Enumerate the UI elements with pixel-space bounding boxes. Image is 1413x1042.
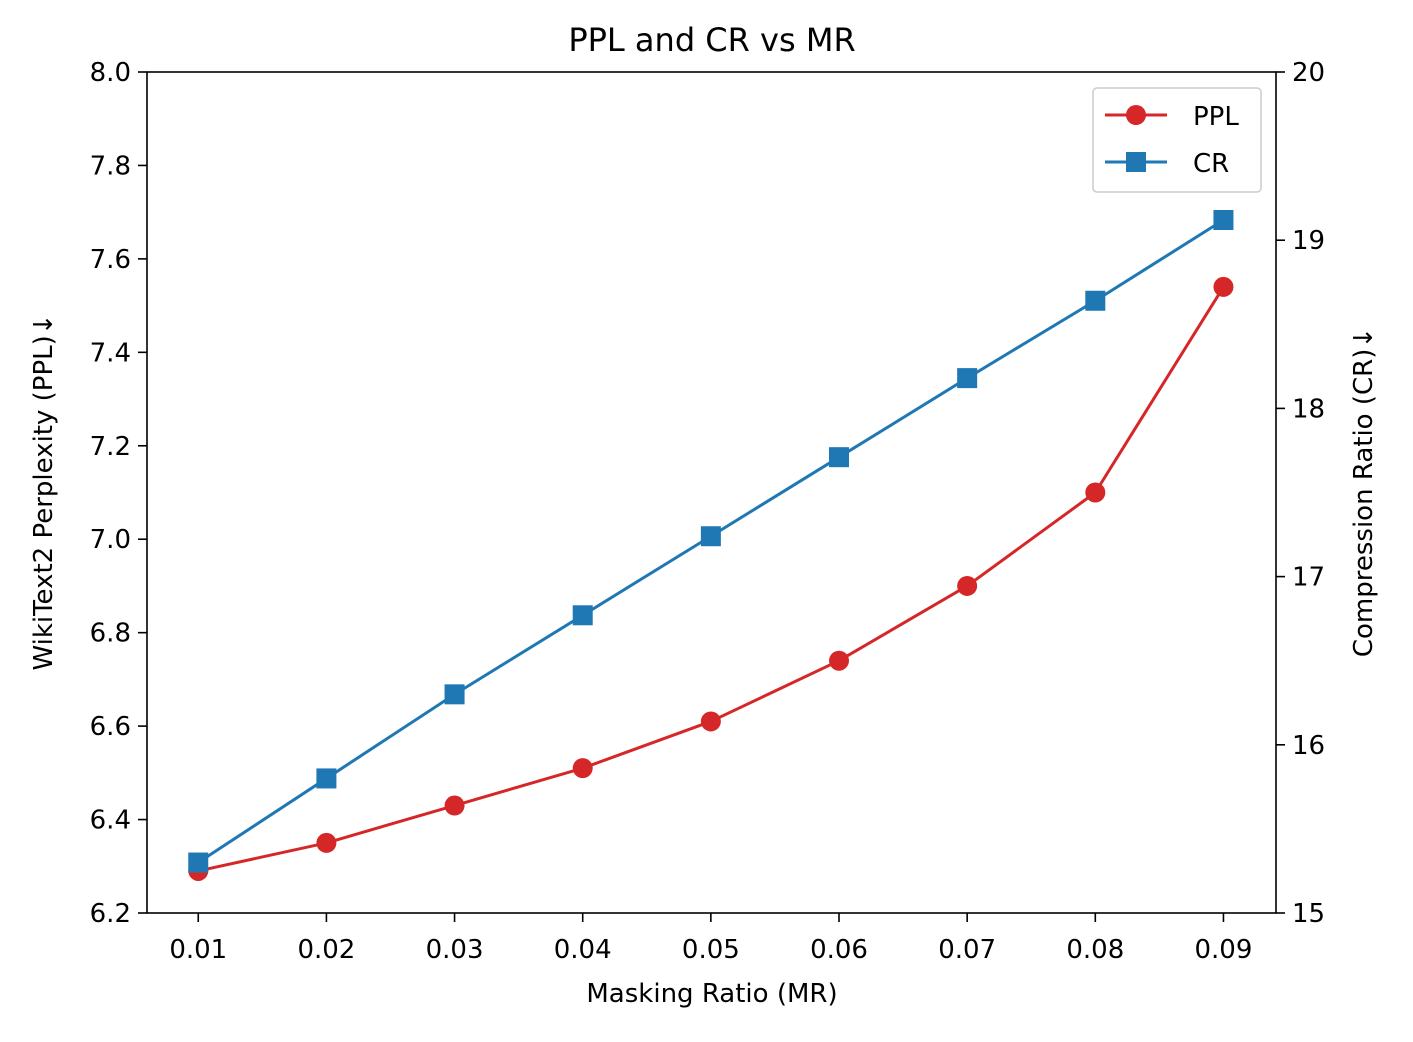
y-left-tick-label: 6.2 (90, 899, 131, 929)
data-point-ppl (700, 711, 721, 732)
data-point-cr (829, 447, 850, 468)
data-point-ppl (444, 795, 465, 816)
data-point-cr (700, 526, 721, 547)
series-line-ppl (197, 286, 1225, 873)
legend-label-ppl: PPL (1193, 102, 1239, 132)
axis-layer: 0.01 0.02 0.03 0.04 0.05 0.06 0.07 0.08 0.09 6.2 6… (90, 58, 1325, 965)
x-tick-label: 0.06 (810, 935, 868, 965)
x-tick-label: 0.01 (169, 935, 227, 965)
data-point-ppl (829, 650, 850, 671)
legend-marker-cr (1126, 152, 1146, 172)
y-right-tick-label: 15 (1292, 899, 1325, 929)
x-axis-label: Masking Ratio (MR) (586, 979, 837, 1009)
y-right-tick-label: 18 (1292, 394, 1325, 424)
data-point-cr (444, 684, 465, 705)
data-point-ppl (1213, 276, 1234, 297)
y-right-tick-label: 19 (1292, 226, 1325, 256)
y-left-tick-label: 6.6 (90, 712, 131, 742)
y-left-tick-label: 6.4 (90, 806, 131, 836)
y-axis-label-left: WikiText2 Perplexity (PPL)↓ (29, 313, 59, 670)
y-left-tick-label: 7.8 (90, 151, 131, 181)
y-right-tick-label: 16 (1292, 731, 1325, 761)
data-point-ppl (1085, 482, 1106, 503)
x-tick-label: 0.02 (297, 935, 355, 965)
data-point-ppl (572, 758, 593, 779)
plot-frame (146, 71, 1277, 914)
data-point-cr (572, 605, 593, 626)
x-tick-label: 0.07 (938, 935, 996, 965)
y-left-tick-label: 7.2 (90, 432, 131, 462)
y-left-tick-label: 7.6 (90, 245, 131, 275)
data-point-cr (957, 368, 978, 389)
legend-marker-ppl (1126, 105, 1146, 125)
data-point-ppl (957, 575, 978, 596)
y-right-tick-label: 17 (1292, 563, 1325, 593)
data-point-cr (316, 768, 337, 789)
x-tick-label: 0.04 (554, 935, 612, 965)
legend-label-cr: CR (1193, 149, 1229, 179)
x-tick-label: 0.09 (1195, 935, 1253, 965)
x-tick-label: 0.05 (682, 935, 740, 965)
legend: PPL CR (1092, 87, 1262, 193)
data-point-cr (188, 852, 209, 873)
y-axis-label-right: Compression Ratio (CR)↓ (1349, 327, 1379, 657)
y-left-tick-label: 7.4 (90, 338, 131, 368)
data-point-ppl (316, 832, 337, 853)
y-right-tick-label: 20 (1292, 58, 1325, 88)
data-point-cr (1085, 290, 1106, 311)
y-left-tick-label: 6.8 (90, 619, 131, 649)
data-point-cr (1213, 210, 1234, 231)
y-left-tick-label: 8.0 (90, 58, 131, 88)
chart-title: PPL and CR vs MR (568, 21, 855, 59)
y-left-tick-label: 7.0 (90, 525, 131, 555)
x-tick-label: 0.08 (1066, 935, 1124, 965)
plot-layer (188, 210, 1234, 881)
x-tick-label: 0.03 (426, 935, 484, 965)
